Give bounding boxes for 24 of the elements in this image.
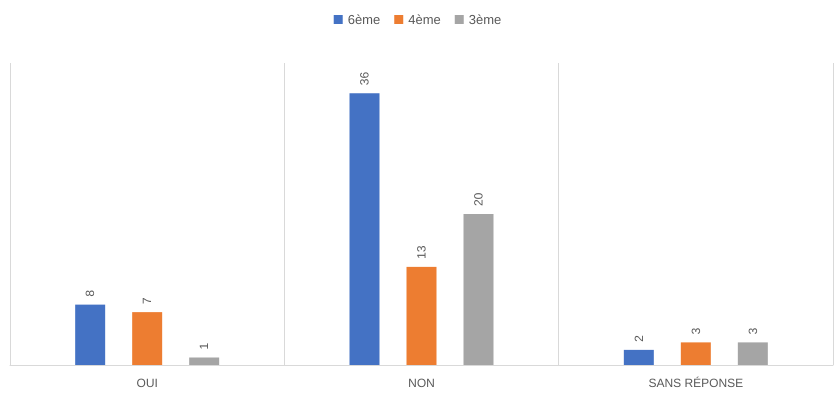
- bar: [406, 266, 436, 365]
- bar: [132, 312, 162, 365]
- x-tick-label: SANS RÉPONSE: [648, 376, 744, 390]
- data-label: 3: [688, 327, 703, 334]
- data-label: 8: [83, 290, 98, 297]
- legend-label: 4ème: [408, 12, 441, 27]
- x-tick-label: OUI: [136, 376, 158, 390]
- data-label: 13: [414, 245, 428, 259]
- x-tick-label: NON: [408, 376, 435, 390]
- bar: [738, 342, 768, 365]
- legend-label: 3ème: [468, 12, 502, 27]
- bar: [75, 304, 106, 365]
- bar: [464, 214, 494, 365]
- data-label: 20: [472, 192, 486, 206]
- bar: [350, 93, 380, 365]
- data-label: 36: [358, 72, 372, 86]
- data-label: 7: [140, 297, 154, 304]
- bar: [624, 350, 654, 365]
- data-label: 1: [197, 342, 212, 350]
- bar: [680, 342, 711, 365]
- bar: [189, 357, 220, 365]
- data-label: 2: [632, 334, 646, 342]
- legend-label: 6ème: [348, 12, 380, 27]
- data-label: 3: [746, 327, 760, 334]
